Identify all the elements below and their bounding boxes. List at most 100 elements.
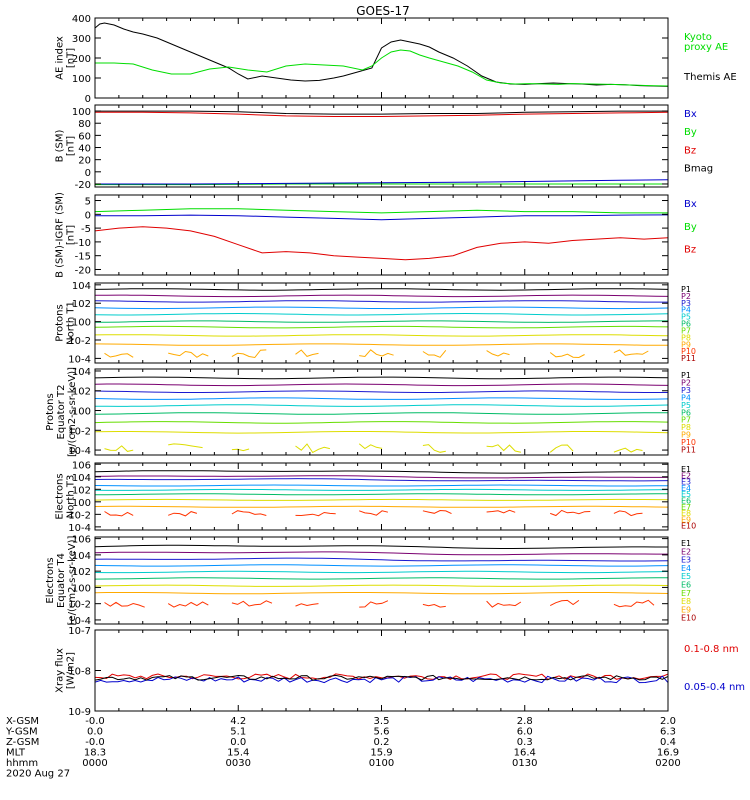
- sparse-segment: [359, 510, 389, 516]
- legend-entry: By: [684, 127, 697, 138]
- flux-channel-line: [95, 478, 668, 482]
- panel-data: [95, 22, 668, 87]
- flux-channel-line: [95, 564, 668, 567]
- y-tick-label: 300: [72, 34, 91, 45]
- sparse-segment: [167, 601, 209, 608]
- sparse-segment: [295, 511, 336, 517]
- x-row-value: 16.4: [514, 748, 536, 759]
- legend-entry: P6: [681, 408, 691, 417]
- y-axis-label: Electrons: [55, 473, 66, 519]
- x-row-value: 0200: [655, 758, 680, 769]
- y-tick-label: 102: [72, 485, 91, 496]
- panel-frame: [94, 536, 669, 625]
- legend-entry: P10: [681, 347, 696, 356]
- x-row-label: MLT: [6, 748, 26, 759]
- panel-frame: [94, 194, 669, 276]
- legend-entry: Kyoto: [684, 32, 712, 43]
- x-row-value: 18.3: [84, 748, 106, 759]
- flux-channel-line: [95, 577, 668, 580]
- y-tick-label: 80: [78, 119, 91, 130]
- flux-channel-line: [95, 421, 668, 424]
- legend-entry: Bmag: [684, 164, 713, 175]
- legend-entry: P4: [681, 306, 691, 315]
- sparse-segment: [549, 599, 580, 607]
- x-row-value: 2.0: [660, 716, 676, 727]
- y-tick-label: 106: [72, 460, 91, 471]
- y-tick-label: 10-4: [68, 354, 91, 365]
- sparse-segment: [231, 349, 267, 359]
- xray-series-line: [95, 673, 668, 680]
- y-axis-label: B (SM)-IGRF (SM): [55, 192, 66, 278]
- sparse-segment: [359, 349, 394, 358]
- y-tick-label: 0: [85, 94, 91, 105]
- sparse-segment: [422, 509, 452, 515]
- x-row-label: X-GSM: [6, 716, 39, 727]
- y-tick-label: 102: [72, 387, 91, 398]
- x-axis-table: X-GSM -0.0 4.2 3.5 2.8 2.0Y-GSM 0.0 5.1 5.6 6.0 6.…: [5, 716, 681, 780]
- legend-entry: By: [684, 222, 697, 233]
- series-line-bz: [95, 226, 668, 261]
- sparse-segment: [295, 349, 319, 357]
- y-tick-label: 100: [72, 107, 91, 118]
- sparse-segment: [295, 603, 319, 607]
- y-tick-label: -15: [75, 252, 91, 263]
- x-row-value: 0.0: [230, 737, 246, 748]
- sparse-segment: [104, 601, 145, 608]
- xray-series-line: [95, 675, 668, 684]
- x-row-value: 0.2: [374, 737, 390, 748]
- legend-entry: 0.05-0.4 nm: [684, 682, 745, 693]
- sparse-segment: [231, 600, 273, 607]
- x-row-label: Z-GSM: [6, 737, 39, 748]
- y-tick-label: 100: [72, 318, 91, 329]
- y-tick-label: 10-2: [68, 510, 91, 521]
- panel-b_minus_igrf: -20 -15 -10 -5 0 5 B (SM)-IGRF (SM) [nT] Bx By Bz: [55, 192, 697, 278]
- sparse-segment: [422, 603, 446, 608]
- series-line-bx: [95, 214, 668, 221]
- legend-entry: E1: [681, 465, 691, 474]
- legend-entry: P7: [681, 326, 691, 335]
- x-row-value: 0000: [82, 758, 107, 769]
- y-axis-label: North T3: [66, 475, 77, 519]
- flux-channel-line: [95, 294, 668, 298]
- y-axis-label: Electrons: [45, 557, 56, 603]
- y-tick-label: 104: [72, 367, 91, 378]
- y-tick-label: 60: [78, 131, 91, 142]
- y-tick-label: 100: [72, 583, 91, 594]
- panel-data: [95, 544, 668, 608]
- y-tick-label: 200: [72, 54, 91, 65]
- y-tick-label: -20: [75, 180, 91, 191]
- legend-entry: 0.1-0.8 nm: [684, 644, 739, 655]
- x-row-value: 4.2: [230, 716, 246, 727]
- legend-entry: P3: [681, 386, 691, 395]
- panel-data: [95, 376, 668, 454]
- legend-entry: P8: [681, 423, 691, 432]
- series-line-kyoto-proxy-ae: [95, 49, 668, 87]
- y-tick-label: 104: [72, 551, 91, 562]
- legend-entry: P11: [681, 446, 696, 455]
- x-row-value: 0.0: [87, 727, 103, 738]
- legend-entry: Themis AE: [683, 72, 737, 83]
- y-tick-label: 102: [72, 567, 91, 578]
- y-tick-label: 10-2: [68, 426, 91, 437]
- y-tick-label: 100: [72, 498, 91, 509]
- y-tick-label: 0: [85, 210, 91, 221]
- series-line-bmag: [95, 110, 668, 115]
- sparse-segment: [549, 352, 585, 359]
- sparse-segment: [549, 444, 574, 453]
- y-tick-label: 10-7: [68, 626, 91, 637]
- flux-channel-line: [95, 343, 668, 346]
- panel-protons_t1: 10-4 10-2 100 102 104 Protons North T1 P1P2P3P4…: [55, 281, 697, 366]
- x-row-value: 15.9: [370, 748, 392, 759]
- legend-entry: Bz: [684, 245, 696, 256]
- panel-electrons_t4: 10-4 10-2 100 102 104 106 Electrons Equator T4[…: [45, 535, 696, 627]
- legend-entry: proxy AE: [684, 42, 728, 53]
- flux-channel-line: [95, 498, 668, 501]
- y-axis-label: [nT]: [66, 225, 77, 245]
- flux-channel-line: [95, 312, 668, 316]
- y-tick-label: 400: [72, 14, 91, 25]
- legend-entry: E5: [681, 572, 691, 581]
- legend-entry: Bx: [684, 109, 697, 120]
